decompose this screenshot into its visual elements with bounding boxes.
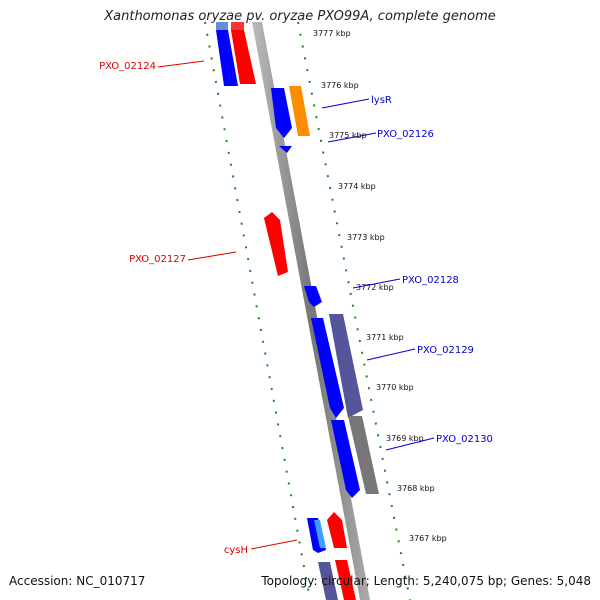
outer-left-guide (204, 21, 311, 600)
feature-pxo02124-blue[interactable] (216, 30, 238, 86)
scale-tick-label: 3771 kbp (366, 333, 404, 342)
feature-top-light (216, 22, 228, 30)
feature-bottom-red (335, 560, 356, 600)
gene-label-pxo02126[interactable]: PXO_02126 (377, 129, 434, 140)
feature-lysr-orange[interactable] (289, 86, 310, 136)
gene-label-lysr[interactable]: lysR (371, 95, 392, 106)
map-title: Xanthomonas oryzae pv. oryzae PXO99A, co… (104, 9, 496, 24)
scale-tick-label: 3777 kbp (313, 29, 351, 38)
leader-pxo02124 (157, 60, 205, 68)
leader-pxo02126 (327, 132, 377, 143)
feature-cysh-teal (314, 520, 326, 548)
leader-pxo02127 (187, 251, 237, 261)
gene-label-pxo02127[interactable]: PXO_02127 (129, 254, 186, 265)
gene-label-cysh[interactable]: cysH (224, 545, 248, 556)
scale-tick-label: 3773 kbp (347, 233, 385, 242)
scale-tick-label: 3774 kbp (338, 182, 376, 191)
feature-top-red (231, 22, 244, 30)
scale-tick-label: 3770 kbp (376, 383, 414, 392)
leader-pxo02128 (352, 278, 401, 289)
feature-cysh-red[interactable] (327, 512, 347, 548)
feature-pxo02124-red[interactable] (231, 30, 256, 84)
feature-pxo02130-gray[interactable] (348, 416, 379, 494)
scale-tick-label: 3767 kbp (409, 534, 447, 543)
genome-summary-text: Topology: circular; Length: 5,240,075 bp… (261, 574, 591, 588)
feature-pxo02130-blue[interactable] (331, 420, 360, 498)
feature-pxo02126-blue[interactable] (279, 146, 292, 153)
leader-cysh (250, 539, 298, 550)
gene-label-pxo02128[interactable]: PXO_02128 (402, 275, 459, 286)
feature-pxo02129-blue[interactable] (311, 318, 344, 418)
gene-label-pxo02129[interactable]: PXO_02129 (417, 345, 474, 356)
gene-label-pxo02130[interactable]: PXO_02130 (436, 434, 493, 445)
scale-tick-label: 3775 kbp (329, 131, 367, 140)
accession-text: Accession: NC_010717 (9, 574, 146, 588)
scale-tick-label: 3772 kbp (356, 283, 394, 292)
feature-bottom-slate (318, 562, 338, 600)
feature-lysr-blue[interactable] (271, 88, 292, 138)
leader-pxo02129 (366, 348, 416, 361)
scale-tick-label: 3769 kbp (386, 434, 424, 443)
leader-lysr (321, 98, 370, 109)
genome-backbone (252, 22, 370, 600)
gene-label-pxo02124[interactable]: PXO_02124 (99, 61, 156, 72)
scale-tick-label: 3768 kbp (397, 484, 435, 493)
feature-pxo02127-red[interactable] (264, 212, 288, 276)
feature-pxo02129-slate[interactable] (329, 314, 363, 418)
feature-pxo02128-blue[interactable] (304, 286, 322, 307)
scale-tick-label: 3776 kbp (321, 81, 359, 90)
leader-pxo02130 (385, 437, 435, 451)
